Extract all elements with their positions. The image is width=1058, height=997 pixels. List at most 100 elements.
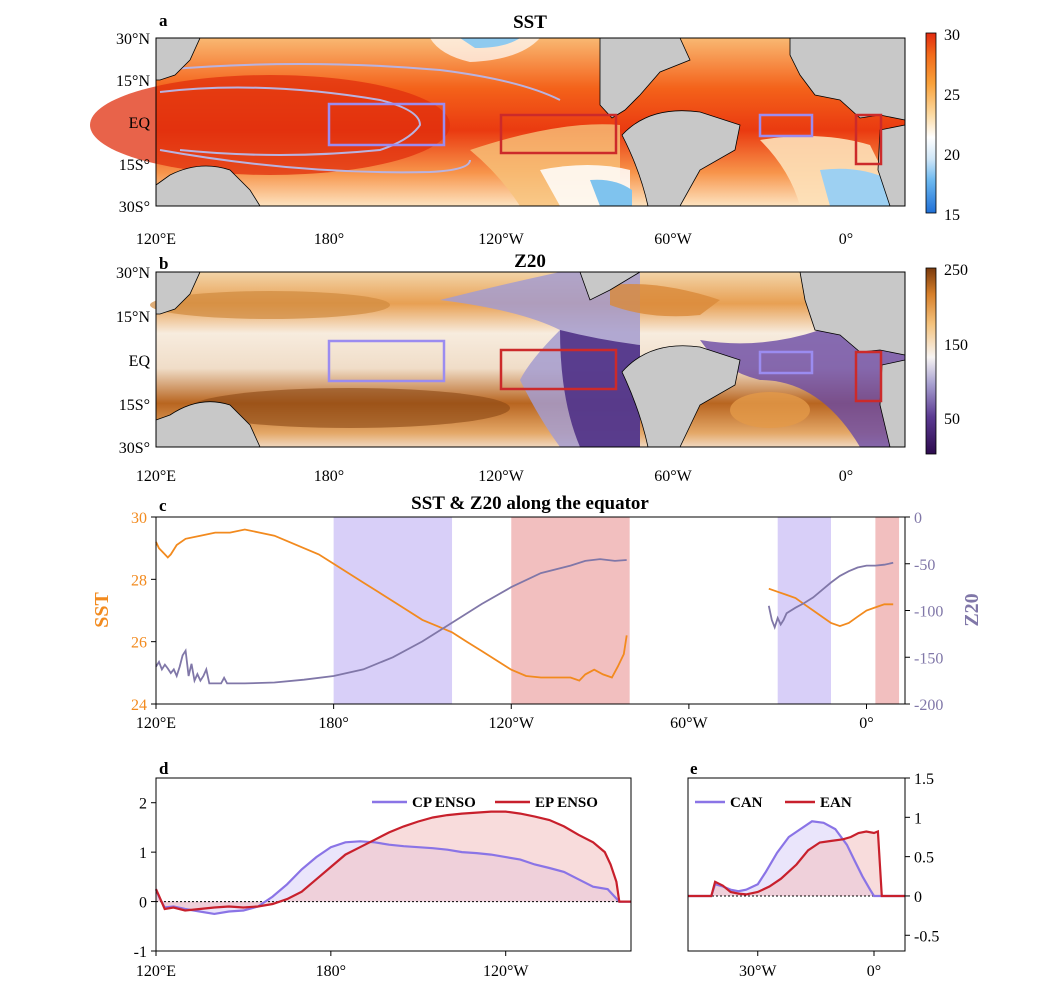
- lat-tick-30s-b: 30S°: [119, 440, 150, 457]
- cbar-b-tick-50: 50: [944, 411, 960, 428]
- lon-tick-60w-a: 60°W: [654, 231, 692, 248]
- panel-e-label: e: [690, 759, 698, 778]
- d-y-tick-label: 2: [139, 796, 147, 813]
- land-south-america: [621, 110, 741, 207]
- panel-c-lines: [155, 528, 894, 685]
- e-y-tick-label: 1: [914, 810, 922, 827]
- cp-box-a: [327, 102, 446, 147]
- c-right-tick-label: -150: [914, 650, 943, 667]
- lat-tick-15s-a: 15S°: [119, 157, 150, 174]
- z20-colorbar: [925, 267, 937, 455]
- c-x-tick-label: 120°E: [136, 715, 176, 732]
- lat-tick-15n-b: 15°N: [116, 309, 150, 326]
- c-right-tick-label: 0: [914, 510, 922, 527]
- d-area-ep-enso: [156, 811, 631, 911]
- ep-box-a: [499, 113, 618, 155]
- panel-a-frame: [155, 37, 906, 207]
- e-line-ean: [688, 829, 905, 898]
- can-box-b: [758, 350, 814, 375]
- z20-deep-north: [150, 291, 390, 319]
- z20-caribbean: [610, 284, 720, 317]
- lon-tick-180-b: 180°: [314, 468, 344, 485]
- cbar-b-tick-150: 150: [944, 337, 968, 354]
- cbar-a-tick-30: 30: [944, 27, 960, 44]
- panel-c-ticks: 24 26 28 30 -200 -150 -100 -50 0 120°E 180° 120°W 60…: [131, 510, 943, 732]
- lon-tick-60w-b: 60°W: [654, 468, 692, 485]
- shade-ean: [875, 517, 900, 704]
- panel-d-areas: [154, 810, 631, 916]
- z20-deep-south: [190, 388, 510, 428]
- e-y-tick-label: -0.5: [914, 928, 939, 945]
- c-right-tick-label: -100: [914, 604, 943, 621]
- ean-box-a: [854, 113, 883, 166]
- lon-tick-0-b: 0°: [839, 468, 853, 485]
- legend-ep-label: EP ENSO: [535, 795, 598, 811]
- c-x-tick-label: 0°: [859, 715, 873, 732]
- panel-c-shaded-regions: [333, 517, 900, 704]
- cbar-a-tick-15: 15: [944, 207, 960, 224]
- shade-can: [777, 517, 831, 704]
- lon-tick-0-a: 0°: [839, 231, 853, 248]
- sst-colorbar-ticks: 30 25 20 15: [944, 27, 960, 224]
- panel-c-title: SST & Z20 along the equator: [411, 493, 649, 514]
- e-y-tick-label: 0: [914, 889, 922, 906]
- panel-b-title: Z20: [514, 251, 546, 272]
- panel-c-ylabel-right: Z20: [961, 593, 983, 626]
- panel-b-frame: [155, 271, 906, 448]
- lon-tick-120w-b: 120°W: [478, 468, 524, 485]
- panel-b-lon-ticks: 120°E 180° 120°W 60°W 0°: [136, 468, 853, 485]
- panel-d: -1 0 1 2 120°E 180° 120°W d CP ENSO EP ENSO: [134, 759, 632, 980]
- cp-box-b: [327, 339, 446, 383]
- lat-tick-15n-a: 15°N: [116, 73, 150, 90]
- panel-e-ticks: -0.5 0 0.5 1 1.5 30°W 0°: [739, 771, 939, 980]
- panel-a-lon-ticks: 120°E 180° 120°W 60°W 0°: [136, 231, 853, 248]
- d-x-tick-label: 120°W: [483, 963, 529, 980]
- land-south-america-b: [621, 345, 741, 448]
- cbar-a-tick-20: 20: [944, 147, 960, 164]
- panel-b: b Z20 250 150 50 30°N 15°N EQ 15S° 30S° …: [116, 251, 968, 485]
- panel-d-frame: [155, 777, 632, 952]
- e-y-tick-label: 1.5: [914, 771, 934, 788]
- panel-d-ticks: -1 0 1 2 120°E 180° 120°W: [134, 796, 530, 980]
- d-y-tick-label: -1: [134, 944, 147, 961]
- legend-ean-label: EAN: [820, 795, 852, 811]
- panel-d-label: d: [159, 759, 169, 778]
- land-north-america: [599, 37, 691, 119]
- panel-e-legend: CAN EAN: [695, 795, 852, 811]
- panel-a-lat-ticks: 30°N 15°N EQ 15S° 30S°: [116, 31, 150, 216]
- c-left-tick-label: 28: [131, 572, 147, 589]
- panel-e-areas: [688, 820, 905, 898]
- panel-b-lat-ticks: 30°N 15°N EQ 15S° 30S°: [116, 265, 150, 457]
- lon-tick-120e-a: 120°E: [136, 231, 176, 248]
- shade-ep: [511, 517, 630, 704]
- sst-line-segment-0: [155, 528, 628, 682]
- z20-atlantic-shallow: [700, 320, 905, 447]
- e-area-ean: [688, 831, 905, 896]
- ep-box-b: [499, 348, 618, 391]
- panel-c-ylabel-left: SST: [91, 592, 113, 628]
- c-left-tick-label: 24: [131, 697, 147, 714]
- panel-e-frame: [687, 777, 906, 952]
- panel-a-label: a: [159, 11, 168, 30]
- lat-tick-30s-a: 30S°: [119, 199, 150, 216]
- sst-contour-28: [159, 63, 561, 174]
- lon-tick-120e-b: 120°E: [136, 468, 176, 485]
- lon-tick-120w-a: 120°W: [478, 231, 524, 248]
- lat-tick-30n-a: 30°N: [116, 31, 150, 48]
- c-left-tick-label: 30: [131, 510, 147, 527]
- c-left-tick-label: 26: [131, 635, 147, 652]
- sst-line-segment-1: [768, 587, 894, 628]
- d-line-ep-enso: [154, 810, 631, 912]
- sst-atl-blue: [820, 168, 900, 206]
- sst-cool-north: [430, 38, 540, 62]
- c-x-tick-label: 120°W: [489, 715, 535, 732]
- d-line-cp-enso: [154, 840, 631, 916]
- ean-box-b: [854, 350, 883, 403]
- sst-cool-peru: [590, 179, 632, 206]
- d-x-tick-label: 120°E: [136, 963, 176, 980]
- c-right-tick-label: -200: [914, 697, 943, 714]
- lat-tick-30n-b: 30°N: [116, 265, 150, 282]
- z20-atlantic-deep: [730, 392, 810, 428]
- sst-cool-north-blue: [460, 38, 520, 48]
- shade-cp: [333, 517, 453, 704]
